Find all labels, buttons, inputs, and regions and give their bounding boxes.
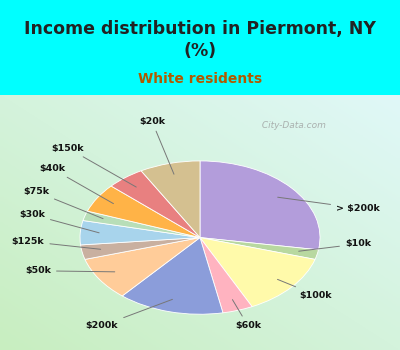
Wedge shape — [85, 238, 200, 296]
Text: $75k: $75k — [23, 187, 103, 219]
Wedge shape — [111, 171, 200, 238]
Text: $20k: $20k — [139, 117, 174, 174]
Text: $10k: $10k — [299, 239, 371, 251]
Wedge shape — [122, 238, 223, 314]
Text: $50k: $50k — [25, 266, 115, 275]
Text: Income distribution in Piermont, NY
(%): Income distribution in Piermont, NY (%) — [24, 20, 376, 60]
Wedge shape — [80, 220, 200, 245]
Wedge shape — [200, 161, 320, 250]
Text: White residents: White residents — [138, 72, 262, 86]
Text: City-Data.com: City-Data.com — [258, 121, 326, 130]
Text: > $200k: > $200k — [278, 197, 380, 213]
Text: $125k: $125k — [12, 237, 101, 249]
Text: $40k: $40k — [39, 164, 114, 204]
Wedge shape — [200, 238, 318, 259]
Wedge shape — [141, 161, 200, 238]
Text: $100k: $100k — [278, 279, 332, 300]
Text: $30k: $30k — [19, 210, 99, 233]
Wedge shape — [200, 238, 315, 307]
Text: $200k: $200k — [86, 299, 172, 330]
Wedge shape — [80, 238, 200, 259]
Wedge shape — [83, 211, 200, 238]
Text: $60k: $60k — [232, 300, 261, 330]
Text: $150k: $150k — [52, 144, 136, 187]
Wedge shape — [200, 238, 252, 313]
Wedge shape — [87, 186, 200, 238]
